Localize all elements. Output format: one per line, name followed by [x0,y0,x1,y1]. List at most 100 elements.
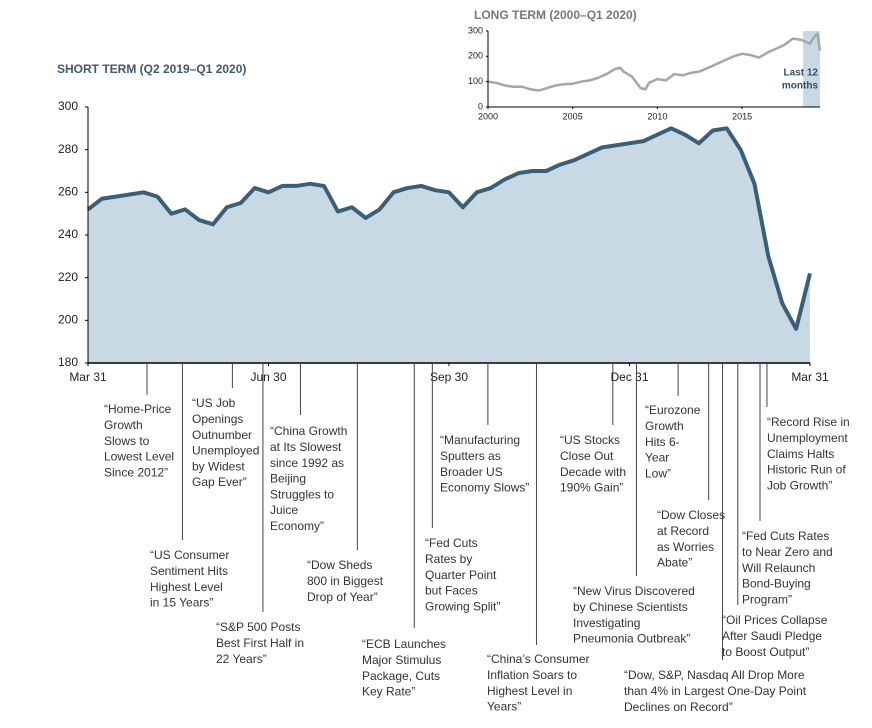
annotation-text: Bond-Buying [742,577,811,591]
x-tick-label: Sep 30 [430,370,468,384]
annotation-text: Since 2012” [104,465,168,479]
y-tick-label: 240 [58,227,78,241]
x-tick-label: Dec 31 [610,370,648,384]
annotation-text: Openings [192,412,243,426]
y-tick-label: 220 [58,270,78,284]
annotation-text: “Dow Sheds [307,558,372,572]
annotation-text: Key Rate” [362,685,415,699]
annotation-text: Broader US [440,465,503,479]
annotation-text: Years” [487,700,521,714]
annotation-text: Best First Half in [216,636,304,650]
annotation-text: Rates by [425,552,472,566]
annotation-text: Inflation Soars to [487,668,577,682]
annotation-text: “S&P 500 Posts [216,620,301,634]
annotation-text: Outnumber [192,428,252,442]
annotation-text: in 15 Years” [150,596,213,610]
annotation-text: Year [645,451,669,465]
annotation-text: at Record [657,524,709,538]
annotation-text: “China’s Consumer [487,652,590,666]
annotation-text: Juice [270,503,298,517]
y-tick-label: 0 [478,101,483,111]
x-tick-label: 2010 [647,111,667,121]
annotation-text: Beijing [270,472,306,486]
annotation-text: Economy” [270,519,324,533]
annotation-text: as Worries [657,540,714,554]
annotation-text: “Eurozone [645,403,701,417]
annotation-text: “Dow Closes [657,508,725,522]
x-tick-label: 2015 [732,111,752,121]
annotation-text: Sputters as [440,449,501,463]
annotation-text: to Boost Output” [722,645,809,659]
annotation-text: “Dow, S&P, Nasdaq All Drop More [624,668,805,682]
annotation-text: but Faces [425,584,478,598]
annotation-text: Major Stimulus [362,653,441,667]
highlight-band [803,31,820,107]
annotation-text: “US Job [192,396,236,410]
annotation-text: 800 in Biggest [307,574,384,588]
annotation-text: “ECB Launches [362,637,446,651]
x-tick-label: 2000 [478,111,498,121]
y-tick-label: 200 [58,313,78,327]
y-tick-label: 300 [468,25,483,35]
annotation-text: Claims Halts [767,447,834,461]
annotation-text: Declines on Record” [624,700,733,714]
x-tick-label: 2005 [563,111,583,121]
y-tick-label: 200 [468,51,483,61]
x-tick-label: Mar 31 [791,370,829,384]
annotation-text: Unemployed [192,444,259,458]
annotation-text: “Manufacturing [440,433,520,447]
x-tick-label: Jun 30 [250,370,286,384]
annotation-text: than 4% in Largest One-Day Point [624,684,807,698]
long-title: LONG TERM (2000–Q1 2020) [474,8,637,22]
annotation-text: Will Relaunch [742,561,815,575]
annotation-text: “China Growth [270,424,347,438]
line [86,126,812,331]
annotation-text: Unemployment [767,431,848,445]
annotation-text: Close Out [560,449,614,463]
annotation-text: by Chinese Scientists [573,600,688,614]
annotation-text: Decade with [560,465,626,479]
annotation-text: Program” [742,592,792,606]
annotation-text: Low” [645,466,671,480]
annotation-text: “New Virus Discovered [573,584,695,598]
annotation-text: 190% Gain” [560,481,623,495]
line [487,32,822,92]
annotation-text: Highest Level [150,580,223,594]
annotation-text: Quarter Point [425,568,497,582]
annotation-text: 22 Years” [216,652,267,666]
annotation-text: Slows to [104,434,150,448]
y-tick-label: 260 [58,185,78,199]
annotation-text: “Fed Cuts [425,536,478,550]
y-tick-label: 300 [58,99,78,113]
annotation-text: Growth [645,419,684,433]
highlight-label: months [782,81,819,92]
annotation-text: Lowest Level [104,450,174,464]
x-tick-label: Mar 31 [69,370,107,384]
annotation-text: Historic Run of [767,463,846,477]
annotation-text: Gap Ever” [192,475,247,489]
annotation-text: After Saudi Pledge [722,629,822,643]
annotation-text: “Fed Cuts Rates [742,529,829,543]
annotation-text: Hits 6- [645,435,680,449]
annotation-text: Package, Cuts [362,669,440,683]
area-fill [88,128,810,363]
annotation-text: Pneumonia Outbreak” [573,632,690,646]
annotation-text: since 1992 as [270,456,344,470]
annotation-text: Sentiment Hits [150,564,228,578]
annotation-text: Growing Split” [425,599,500,613]
annotation-text: “US Consumer [150,548,229,562]
annotation-text: by Widest [192,459,245,473]
annotation-text: “Home-Price [104,402,172,416]
annotation-text: Struggles to [270,487,334,501]
annotation-text: Growth [104,418,143,432]
annotation-text: “Oil Prices Collapse [722,613,828,627]
annotation-text: Investigating [573,616,640,630]
y-tick-label: 180 [58,355,78,369]
annotation-text: Economy Slows” [440,481,529,495]
highlight-label: Last 12 [784,68,819,79]
annotation-text: Highest Level in [487,684,572,698]
y-tick-label: 100 [468,76,483,86]
y-tick-label: 280 [58,142,78,156]
annotation-text: to Near Zero and [742,545,833,559]
